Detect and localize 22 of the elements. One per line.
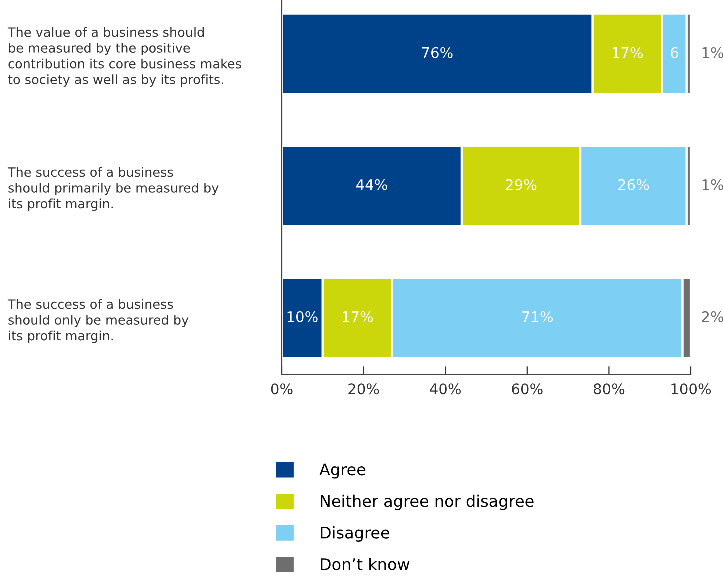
data-label: 44% bbox=[356, 179, 388, 190]
data-label: 76% bbox=[422, 47, 453, 58]
x-tick-label: 100% bbox=[672, 384, 712, 395]
data-label: 6 bbox=[671, 47, 678, 58]
legend-label: Disagree bbox=[321, 526, 390, 542]
data-label: 17% bbox=[343, 311, 374, 322]
x-tick-label: 40% bbox=[430, 384, 461, 395]
data-label: 17% bbox=[613, 47, 644, 58]
x-tick-label: 80% bbox=[594, 384, 625, 395]
data-label: 29% bbox=[506, 179, 537, 190]
x-tick-label: 20% bbox=[348, 384, 380, 395]
data-label: 71% bbox=[522, 311, 554, 322]
data-label: 26% bbox=[618, 179, 650, 190]
y-tick-label: The success of a business should primarily be measured by its profit margin. bbox=[8, 167, 219, 212]
y-tick-label: The success of a business should only be measured by its profit margin. bbox=[8, 299, 189, 344]
legend-label: Agree bbox=[320, 464, 366, 479]
x-tick-label: 0% bbox=[271, 384, 293, 395]
legend-label: Don’t know bbox=[321, 558, 410, 570]
legend-label: Neither agree nor disagree bbox=[321, 494, 534, 510]
x-tick-label: 60% bbox=[512, 384, 543, 395]
y-tick-label: The value of a business should be measured by the positive contribution its core business makes to society as well as by its profits. bbox=[8, 27, 242, 87]
data-label: 10% bbox=[288, 311, 318, 322]
